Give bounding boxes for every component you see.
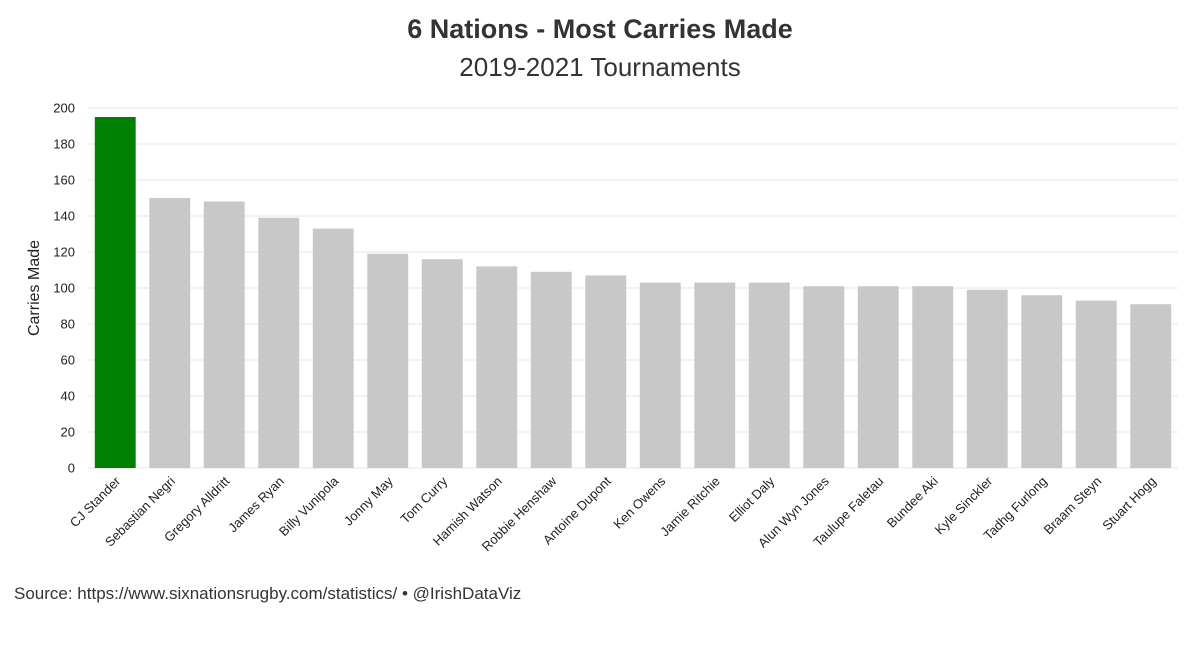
x-tick-label: Jonny May bbox=[341, 473, 396, 528]
bar bbox=[1021, 295, 1063, 468]
y-tick-label: 100 bbox=[53, 281, 75, 296]
grid-lines bbox=[88, 107, 1178, 469]
x-tick-label: Braam Steyn bbox=[1041, 474, 1105, 538]
y-tick-label: 60 bbox=[61, 353, 75, 368]
bar bbox=[421, 259, 463, 468]
y-tick-label: 180 bbox=[53, 137, 75, 152]
y-axis-label: Carries Made bbox=[26, 240, 43, 336]
y-tick-label: 40 bbox=[61, 389, 75, 404]
bar bbox=[585, 275, 627, 468]
bar bbox=[367, 253, 409, 468]
chart-subtitle: 2019-2021 Tournaments bbox=[459, 52, 741, 82]
x-tick-label: Elliot Daly bbox=[726, 473, 778, 525]
y-tick-label: 20 bbox=[61, 425, 75, 440]
bar bbox=[149, 198, 191, 468]
y-tick-label: 0 bbox=[68, 461, 75, 476]
bars bbox=[94, 117, 1172, 468]
bar bbox=[803, 286, 845, 468]
bar bbox=[912, 286, 954, 468]
x-tick-label: Ken Owens bbox=[610, 473, 668, 531]
source-note: Source: https://www.sixnationsrugby.com/… bbox=[14, 584, 522, 603]
bar bbox=[639, 282, 681, 468]
y-tick-label: 80 bbox=[61, 317, 75, 332]
bar bbox=[94, 117, 136, 468]
bar bbox=[1130, 304, 1172, 468]
y-tick-label: 160 bbox=[53, 173, 75, 188]
y-tick-label: 140 bbox=[53, 209, 75, 224]
bar bbox=[476, 266, 518, 468]
x-tick-label: Tom Curry bbox=[397, 473, 450, 526]
bar bbox=[258, 217, 300, 468]
bar bbox=[203, 201, 245, 468]
y-axis-ticks: 0 20 40 60 80 100 120 140 160 180 200 bbox=[53, 101, 75, 476]
bar bbox=[530, 271, 572, 468]
x-tick-label: Bundee Aki bbox=[884, 473, 941, 530]
x-tick-label: CJ Stander bbox=[67, 473, 124, 530]
x-tick-label: Billy Vunipola bbox=[276, 473, 342, 539]
bar bbox=[1075, 300, 1117, 468]
y-tick-label: 120 bbox=[53, 245, 75, 260]
y-tick-label: 200 bbox=[53, 101, 75, 116]
bar bbox=[694, 282, 736, 468]
chart-title: 6 Nations - Most Carries Made bbox=[407, 14, 793, 44]
bar bbox=[312, 228, 354, 468]
bar bbox=[966, 289, 1008, 468]
bar bbox=[748, 282, 790, 468]
x-tick-label: Stuart Hogg bbox=[1099, 474, 1159, 534]
bar bbox=[857, 286, 899, 468]
